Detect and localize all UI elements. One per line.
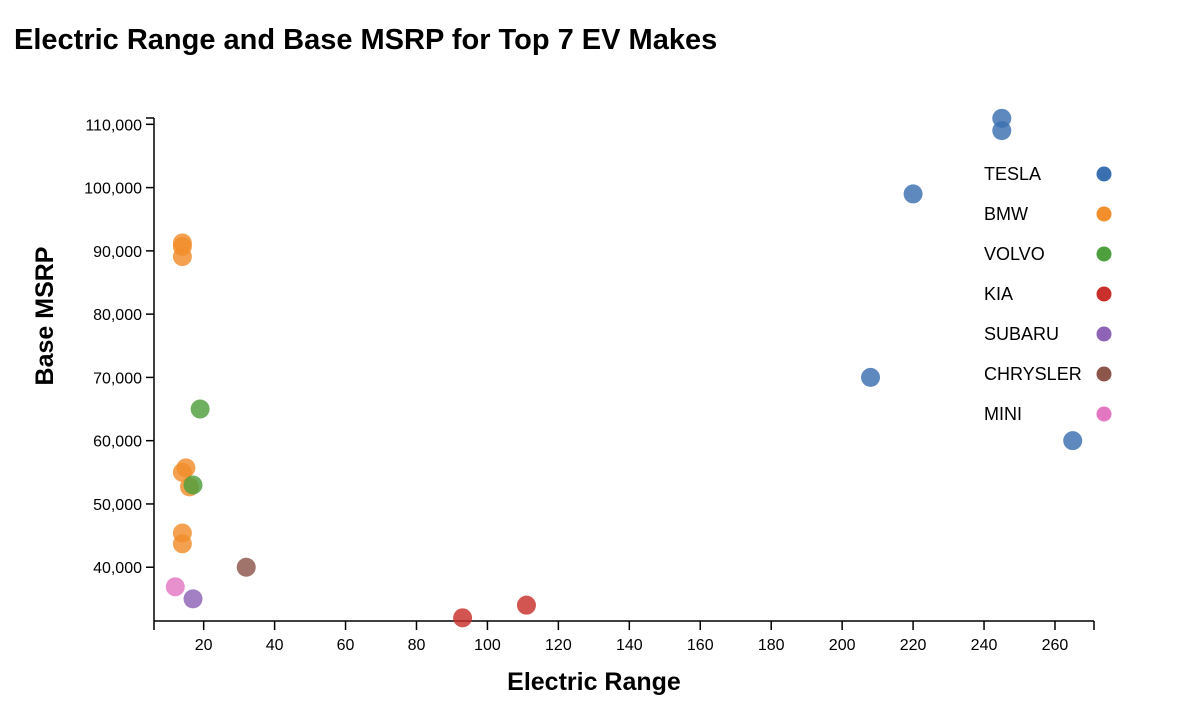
data-point[interactable]: [861, 367, 881, 387]
legend-marker: [1096, 366, 1112, 382]
data-point[interactable]: [1063, 431, 1083, 451]
legend-marker: [1096, 326, 1112, 342]
x-tick-label: 260: [1042, 637, 1069, 654]
legend-marker: [1096, 406, 1112, 422]
data-points: [165, 108, 1083, 628]
data-point[interactable]: [183, 589, 203, 609]
legend-item: MINI: [984, 404, 1112, 424]
y-tick-label: 90,000: [93, 244, 142, 261]
legend-item: CHRYSLER: [984, 364, 1112, 384]
legend-label: VOLVO: [984, 244, 1045, 264]
x-tick-label: 240: [971, 637, 998, 654]
x-tick-label: 100: [474, 637, 501, 654]
legend-marker: [1096, 206, 1112, 222]
legend-item: VOLVO: [984, 244, 1112, 264]
series-bmw: [172, 233, 199, 554]
y-tick-label: 80,000: [93, 307, 142, 324]
series-subaru: [183, 589, 203, 609]
y-tick-label: 40,000: [93, 560, 142, 577]
legend-item: SUBARU: [984, 324, 1112, 344]
data-point[interactable]: [516, 595, 536, 615]
data-point[interactable]: [165, 577, 185, 597]
y-tick-label: 110,000: [85, 117, 142, 134]
y-tick-label: 60,000: [93, 434, 142, 451]
y-tick-label: 50,000: [93, 497, 142, 514]
x-tick-label: 120: [545, 637, 572, 654]
data-point[interactable]: [453, 608, 473, 628]
data-point[interactable]: [172, 247, 192, 267]
data-point[interactable]: [190, 399, 210, 419]
legend-label: BMW: [984, 204, 1028, 224]
series-mini: [165, 577, 185, 597]
series-chrysler: [236, 557, 256, 577]
x-tick-label: 200: [829, 637, 856, 654]
legend-item: TESLA: [984, 164, 1112, 184]
x-tick-label: 140: [616, 637, 643, 654]
data-point[interactable]: [183, 475, 203, 495]
legend-label: KIA: [984, 284, 1013, 304]
legend-label: CHRYSLER: [984, 364, 1082, 384]
data-point[interactable]: [903, 184, 923, 204]
legend-marker: [1096, 286, 1112, 302]
data-point[interactable]: [992, 121, 1012, 141]
legend-marker: [1096, 166, 1112, 182]
x-axis: 20 40 60 80 100 120 140 160 180 200 220 240 260: [153, 620, 1095, 654]
x-tick-label: 160: [687, 637, 714, 654]
legend-item: KIA: [984, 284, 1112, 304]
legend-label: TESLA: [984, 164, 1041, 184]
legend-item: BMW: [984, 204, 1112, 224]
y-tick-label: 100,000: [84, 181, 142, 198]
x-tick-label: 40: [266, 637, 284, 654]
legend: TESLA BMW VOLVO KIA SUBARU CHRYSLER MINI: [984, 164, 1112, 424]
x-axis-title: Electric Range: [507, 668, 681, 696]
x-tick-label: 80: [408, 637, 426, 654]
x-tick-label: 20: [195, 637, 213, 654]
y-axis-title: Base MSRP: [31, 247, 59, 386]
x-tick-label: 220: [900, 637, 927, 654]
x-tick-label: 60: [337, 637, 355, 654]
data-point[interactable]: [172, 534, 192, 554]
chart-title: Electric Range and Base MSRP for Top 7 E…: [14, 24, 717, 56]
series-kia: [453, 595, 536, 628]
legend-label: MINI: [984, 404, 1022, 424]
legend-label: SUBARU: [984, 324, 1059, 344]
y-axis: 40,000 50,000 60,000 70,000 80,000 90,000 100,…: [84, 117, 155, 621]
x-tick-label: 180: [758, 637, 785, 654]
legend-marker: [1096, 246, 1112, 262]
y-tick-label: 70,000: [93, 370, 142, 387]
data-point[interactable]: [172, 462, 192, 482]
data-point[interactable]: [236, 557, 256, 577]
series-volvo: [183, 399, 210, 495]
series-tesla: [861, 108, 1083, 451]
